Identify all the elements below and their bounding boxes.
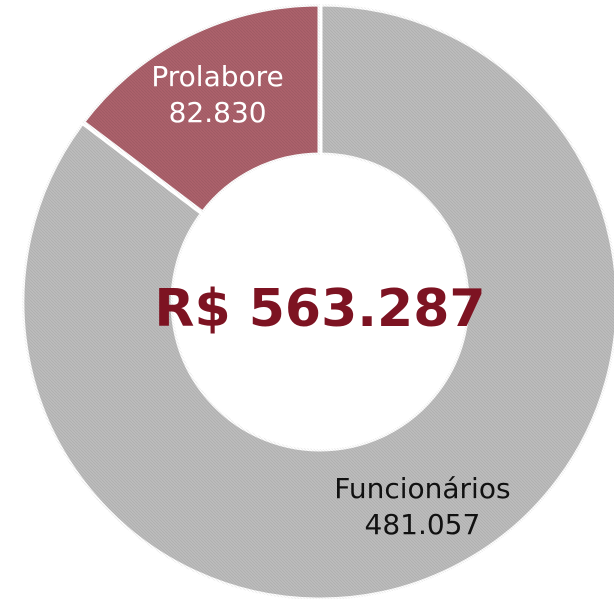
slice-label: Funcionários [334, 472, 510, 505]
slice-texture [22, 4, 614, 599]
slice-label: Prolabore [151, 60, 283, 93]
slice-texture [82, 4, 320, 214]
donut [19, 1, 614, 599]
slice-value: 82.830 [169, 96, 267, 129]
center-total: R$ 563.287 [154, 279, 485, 339]
slice-value: 481.057 [365, 508, 481, 541]
